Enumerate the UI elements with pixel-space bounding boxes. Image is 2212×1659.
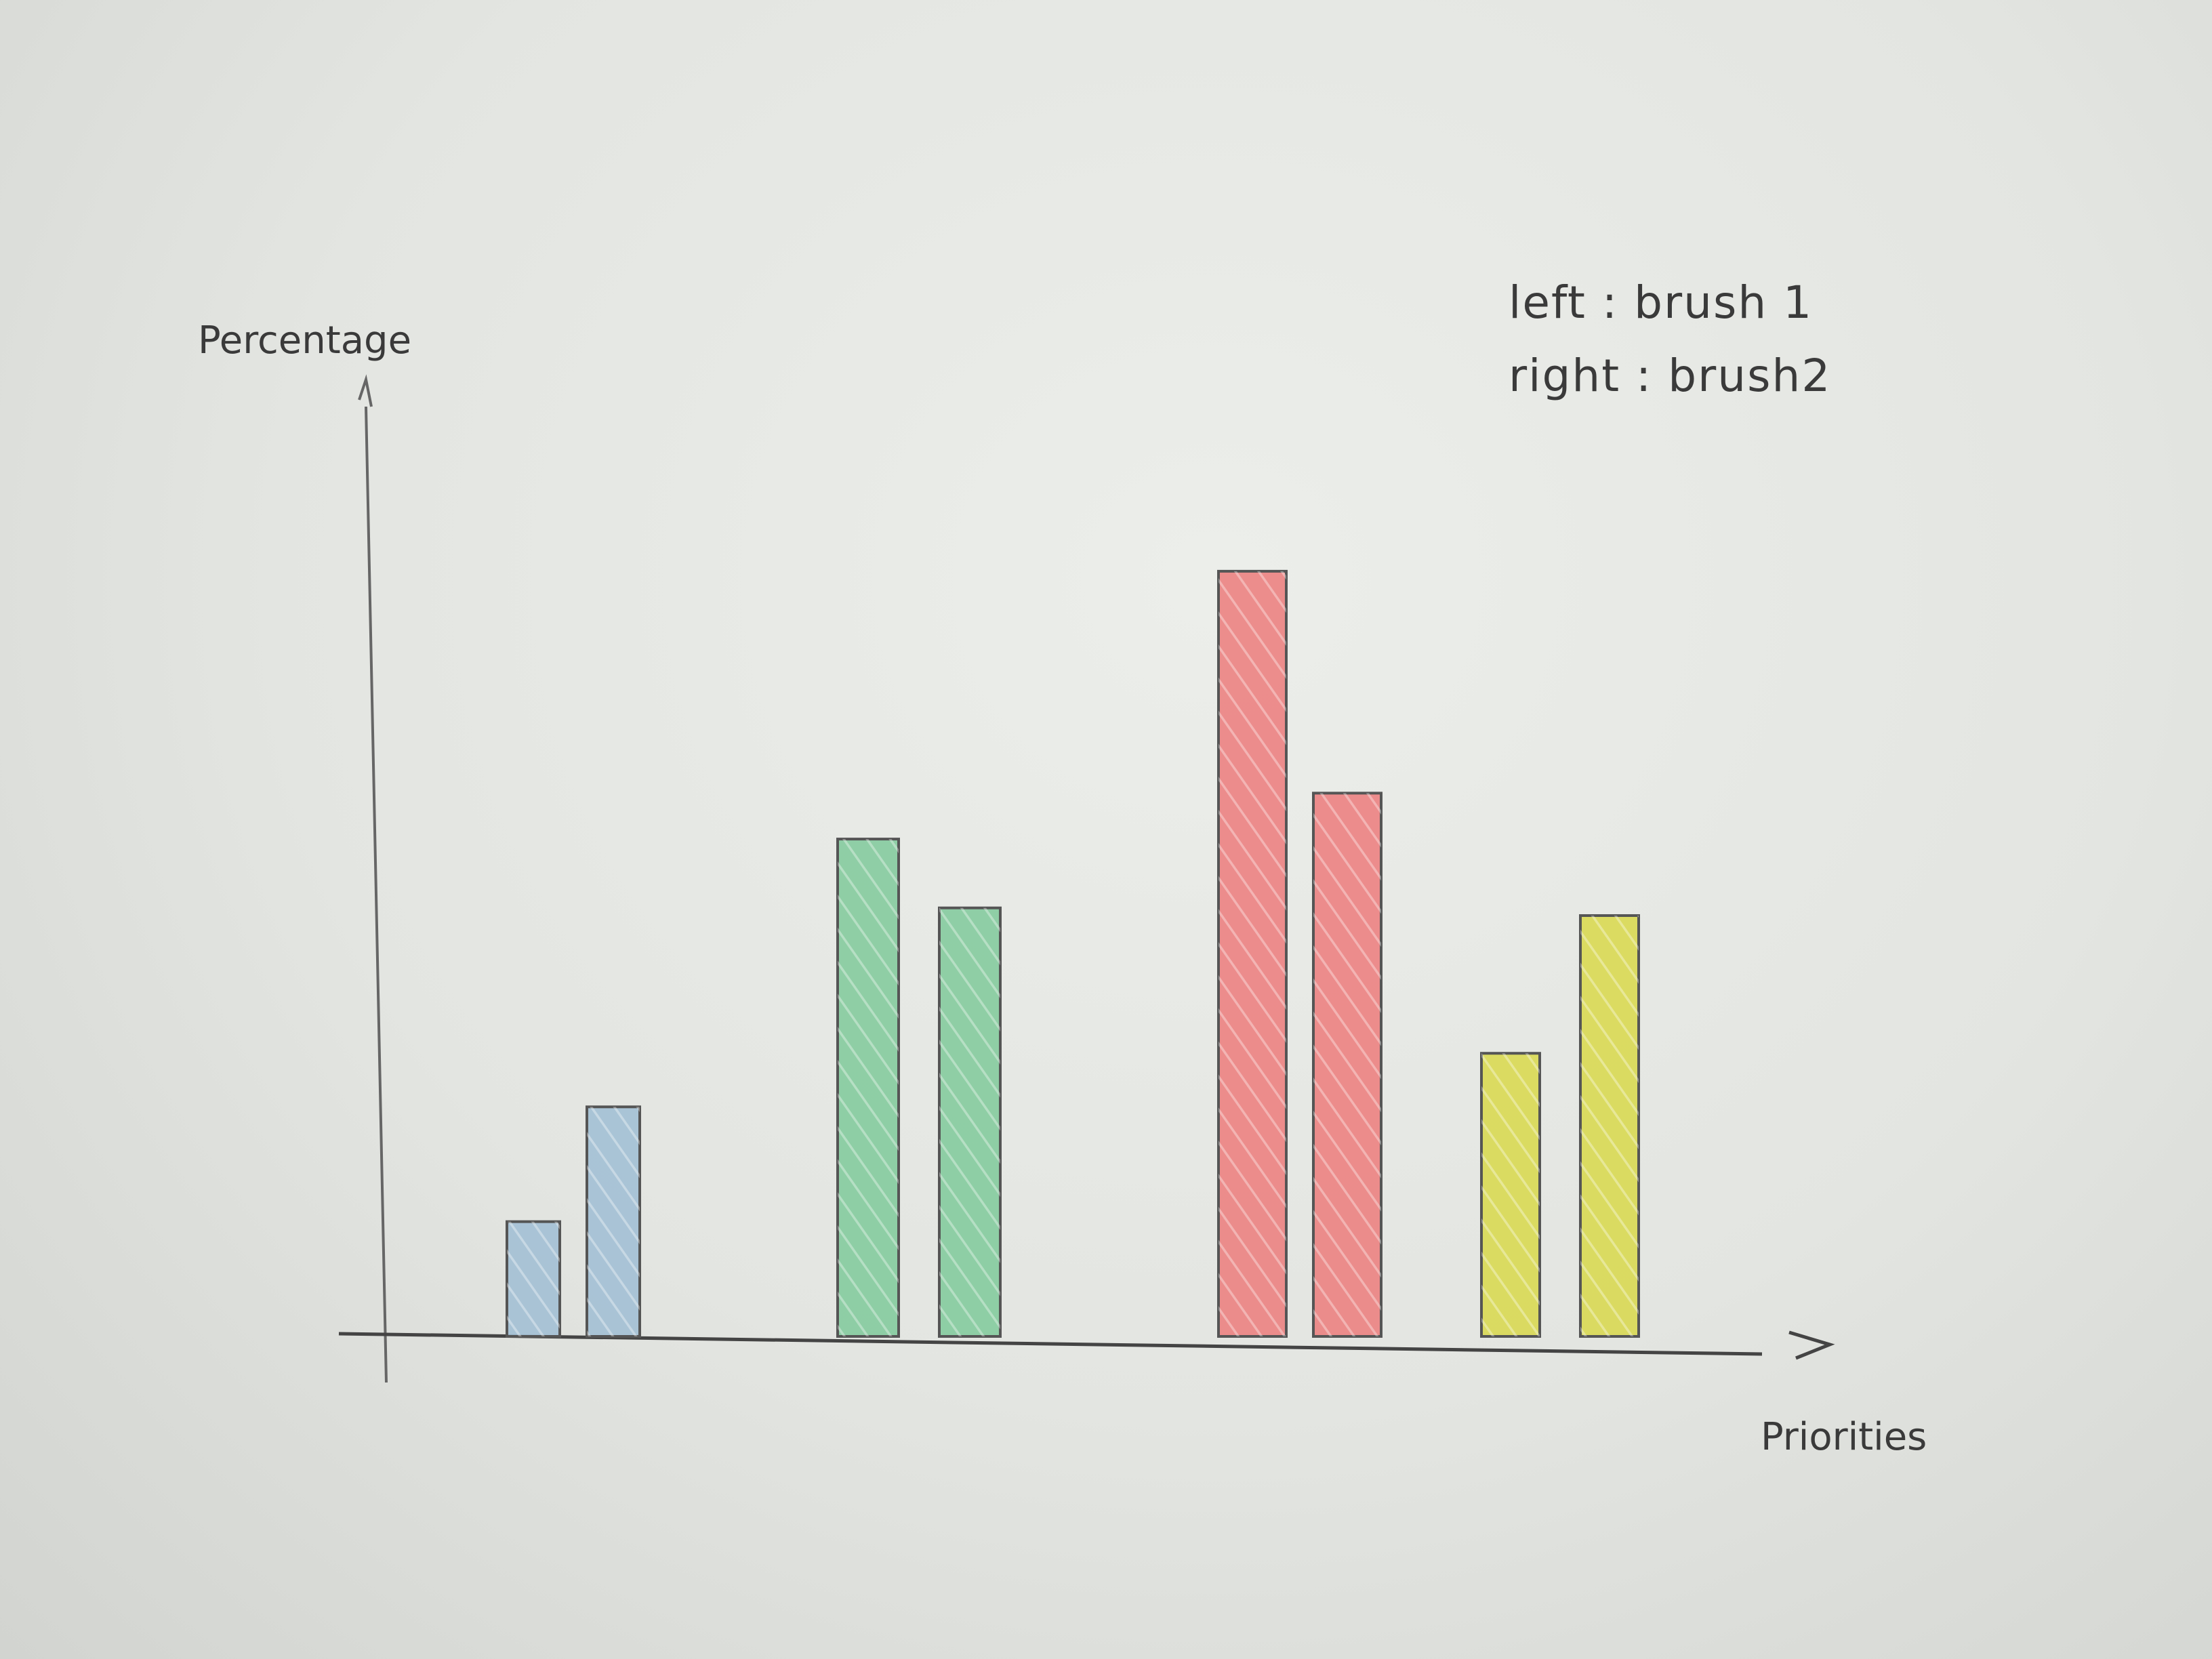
bar-hatching-2-series-1: [838, 839, 899, 1336]
bar-hatching-1-series-1: [507, 1221, 560, 1336]
y-axis-label: Percentage: [198, 319, 412, 363]
x-axis-label: Priorities: [1761, 1415, 1927, 1459]
bar-hatching-4-series-2: [1580, 916, 1639, 1336]
bar-hatching-4-series-1: [1481, 1053, 1540, 1336]
bar-hatching-2-series-2: [939, 907, 1000, 1336]
bar-hatching-3-series-2: [1313, 793, 1381, 1336]
legend-entry-right: right : brush2: [1509, 350, 1832, 402]
x-axis: [338, 1332, 1763, 1356]
bar-hatching-3-series-1: [1218, 571, 1286, 1336]
y-axis: [365, 406, 388, 1383]
x-axis-arrow: [1788, 1330, 1835, 1360]
y-axis-arrow: [358, 374, 373, 407]
bar-hatching-1-series-2: [587, 1107, 640, 1336]
legend-entry-left: left : brush 1: [1509, 276, 1814, 329]
bars-group: [506, 569, 1640, 1338]
